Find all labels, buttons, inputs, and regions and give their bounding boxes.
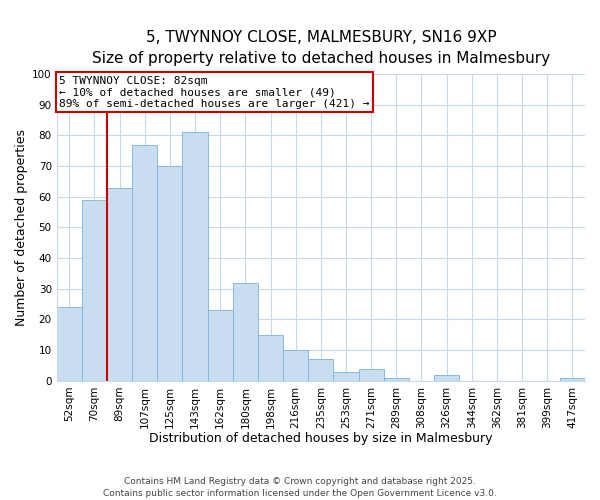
X-axis label: Distribution of detached houses by size in Malmesbury: Distribution of detached houses by size … (149, 432, 493, 445)
Bar (283, 350, 308, 381)
Bar (132, 144, 157, 381)
Text: Contains HM Land Registry data © Crown copyright and database right 2025.
Contai: Contains HM Land Registry data © Crown c… (103, 476, 497, 498)
Bar (308, 360, 334, 381)
Bar (107, 188, 132, 381)
Bar (434, 374, 459, 381)
Title: 5, TWYNNOY CLOSE, MALMESBURY, SN16 9XP
Size of property relative to detached hou: 5, TWYNNOY CLOSE, MALMESBURY, SN16 9XP S… (92, 30, 550, 66)
Bar (258, 335, 283, 381)
Bar (359, 368, 384, 381)
Bar (233, 282, 258, 381)
Bar (208, 310, 233, 381)
Bar (157, 166, 182, 381)
Bar (82, 200, 107, 381)
Bar (334, 372, 359, 381)
Y-axis label: Number of detached properties: Number of detached properties (15, 129, 28, 326)
Bar (56, 307, 82, 381)
Text: 5 TWYNNOY CLOSE: 82sqm
← 10% of detached houses are smaller (49)
89% of semi-det: 5 TWYNNOY CLOSE: 82sqm ← 10% of detached… (59, 76, 370, 108)
Bar (182, 132, 208, 381)
Bar (384, 378, 409, 381)
Bar (560, 378, 585, 381)
